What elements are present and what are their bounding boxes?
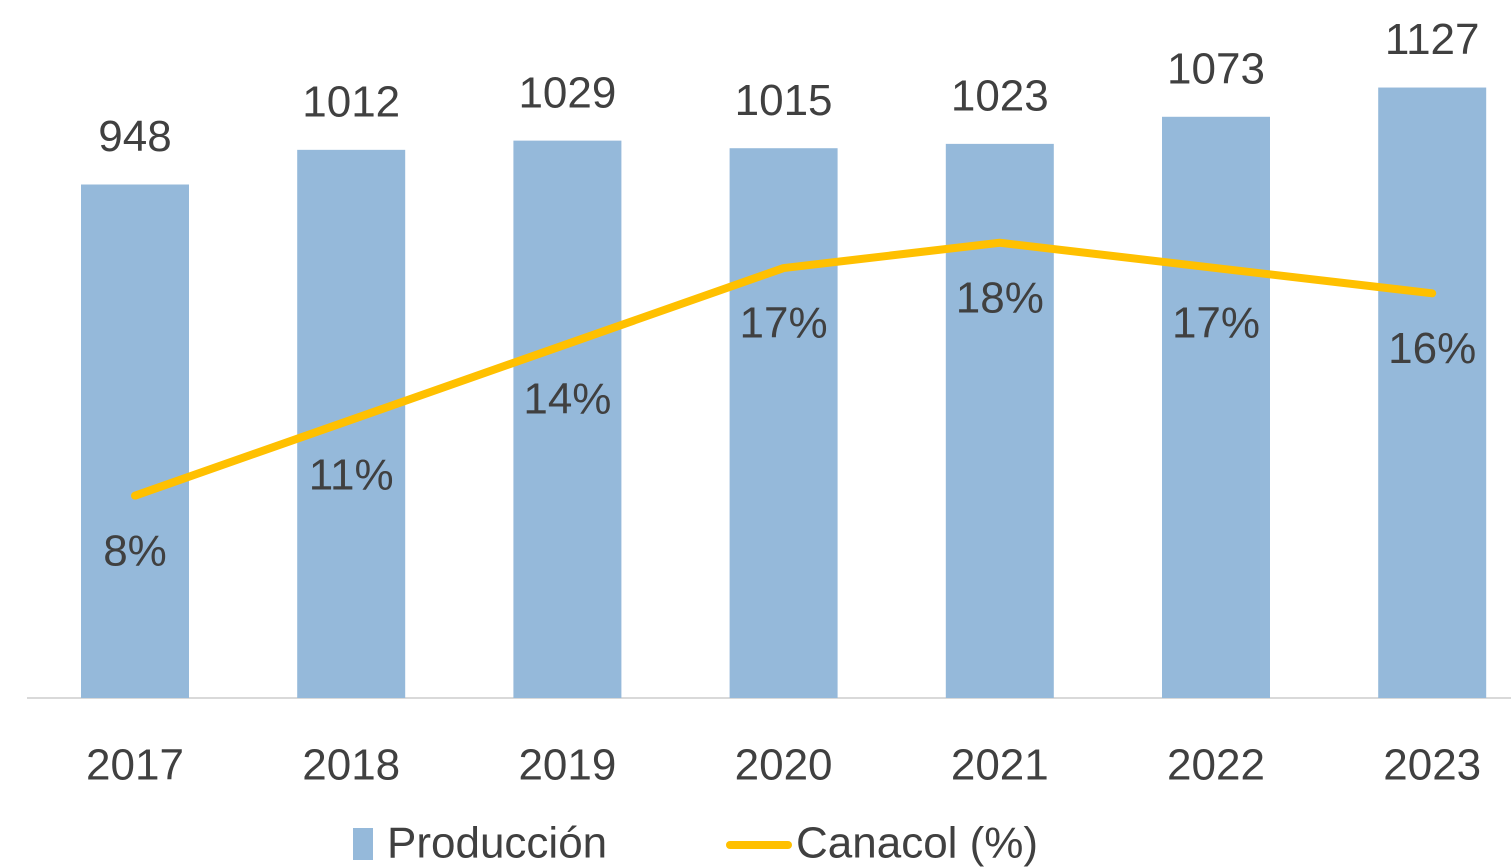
x-tick-label: 2017 [86,741,184,790]
x-tick-label: 2021 [951,741,1049,790]
line-value-label: 17% [1172,299,1260,348]
bar-value-label: 1012 [302,77,400,126]
line-value-label: 17% [740,299,828,348]
bar-value-label: 1029 [518,68,616,117]
legend-swatch [353,828,373,860]
bar [513,140,622,698]
x-tick-label: 2020 [735,741,833,790]
bar [1162,116,1270,698]
bar-value-label: 1127 [1385,15,1480,64]
line-value-label: 14% [523,375,611,424]
bar [729,148,838,699]
bar-value-label: 1015 [735,76,833,125]
bar-value-label: 1073 [1167,44,1265,93]
x-tick-label: 2023 [1383,741,1481,790]
bar-value-label: 948 [98,112,171,161]
bar [1378,87,1487,698]
legend-label: Producción [387,819,607,868]
x-tick-label: 2022 [1167,741,1265,790]
line-value-label: 11% [309,450,394,499]
bar [945,143,1054,698]
line [131,238,1437,500]
bar-value-label: 1023 [951,72,1049,121]
x-tick-label: 2018 [302,741,400,790]
line-value-label: 8% [103,526,167,575]
line-value-label: 16% [1388,324,1476,373]
x-tick-label: 2019 [518,741,616,790]
line-value-label: 18% [956,273,1044,322]
legend-label: Canacol (%) [796,819,1038,868]
bar [81,184,189,698]
